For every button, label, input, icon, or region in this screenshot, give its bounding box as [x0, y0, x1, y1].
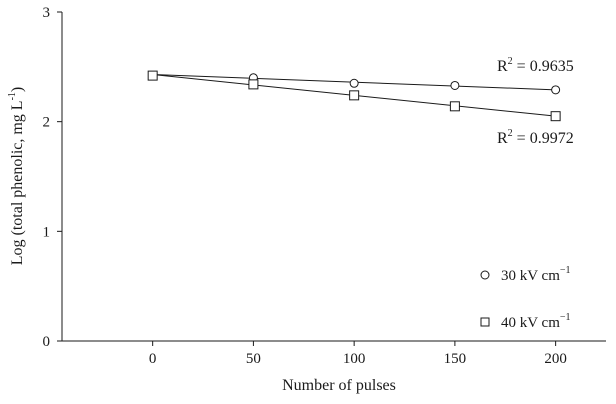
- data-point-square: [550, 111, 561, 122]
- x-tick-label: 0: [149, 351, 157, 367]
- legend: 30 kV cm−1 40 kV cm−1: [480, 265, 571, 331]
- legend-marker-square: [480, 317, 490, 327]
- legend-marker-circle: [480, 270, 490, 280]
- y-ticks: 0 1 2 3: [43, 5, 62, 350]
- x-tick-label: 200: [544, 351, 567, 367]
- x-tick-label: 100: [343, 351, 366, 367]
- x-tick-label: 150: [444, 351, 467, 367]
- y-axis-title: Log (total phenolic, mg L-1): [7, 87, 26, 266]
- x-axis-title: Number of pulses: [282, 377, 396, 394]
- markers: [147, 70, 561, 122]
- y-tick-label: 1: [43, 224, 51, 240]
- data-point-square: [449, 101, 460, 112]
- data-point-square: [248, 79, 259, 90]
- legend-label-30kv: 30 kV cm−1: [501, 265, 571, 284]
- r2-annotation-30kv: R2 = 0.9635: [497, 56, 574, 75]
- data-point-square: [147, 70, 158, 81]
- y-tick-label: 3: [43, 5, 51, 21]
- y-tick-label: 0: [43, 334, 51, 350]
- y-tick-label: 2: [43, 115, 51, 131]
- r2-annotation-40kv: R2 = 0.9972: [497, 128, 574, 147]
- x-ticks: 0 50 100 150 200: [149, 341, 567, 367]
- data-point-circle: [551, 85, 561, 95]
- data-point-circle: [450, 80, 460, 90]
- x-tick-label: 50: [246, 351, 261, 367]
- data-point-circle: [349, 78, 359, 88]
- data-point-square: [349, 90, 360, 101]
- legend-label-40kv: 40 kV cm−1: [501, 312, 571, 331]
